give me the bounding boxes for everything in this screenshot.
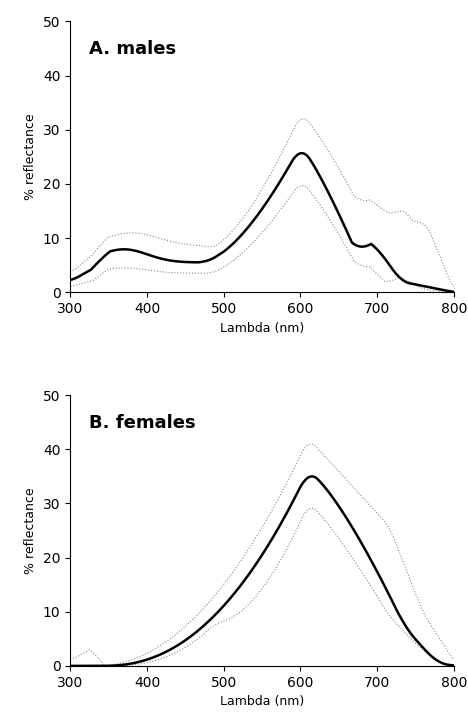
Y-axis label: % reflectance: % reflectance bbox=[24, 487, 37, 574]
Text: A. males: A. males bbox=[89, 40, 176, 59]
X-axis label: Lambda (nm): Lambda (nm) bbox=[220, 321, 304, 334]
Y-axis label: % reflectance: % reflectance bbox=[24, 114, 37, 200]
Text: B. females: B. females bbox=[89, 414, 196, 432]
X-axis label: Lambda (nm): Lambda (nm) bbox=[220, 695, 304, 708]
